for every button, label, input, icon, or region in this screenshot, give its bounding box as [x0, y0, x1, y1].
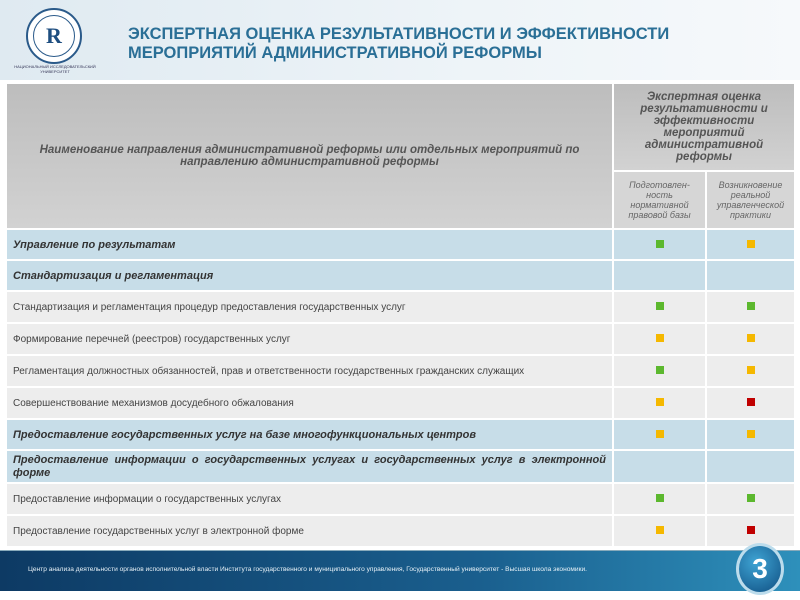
rating-cell-b [707, 230, 794, 259]
rating-square-red [746, 525, 755, 534]
row-label: Предоставление информации о государствен… [7, 484, 612, 514]
rating-cell-b [707, 324, 794, 354]
row-label: Стандартизация и регламентация процедур … [7, 292, 612, 322]
evaluation-table: Наименование направления административно… [5, 82, 796, 548]
logo-subtitle: НАЦИОНАЛЬНЫЙ ИССЛЕДОВАТЕЛЬСКИЙ УНИВЕРСИТ… [14, 64, 96, 74]
rating-cell-a [614, 261, 705, 290]
table-row: Предоставление государственных услуг на … [7, 420, 794, 449]
row-label: Стандартизация и регламентация [7, 261, 612, 290]
table-row: Стандартизация и регламентация [7, 261, 794, 290]
rating-cell-a [614, 230, 705, 259]
rating-cell-b [707, 420, 794, 449]
rating-cell-b [707, 292, 794, 322]
footer-text: Центр анализа деятельности органов испол… [28, 566, 587, 573]
row-label: Управление по результатам [7, 230, 612, 259]
table-row: Предоставление государственных услуг в э… [7, 516, 794, 546]
rating-cell-b [707, 356, 794, 386]
table-row: Формирование перечней (реестров) государ… [7, 324, 794, 354]
page-title: ЭКСПЕРТНАЯ ОЦЕНКА РЕЗУЛЬТАТИВНОСТИ И ЭФФ… [128, 25, 670, 62]
hse-logo: R [26, 8, 82, 64]
rating-square-green [655, 365, 664, 374]
rating-square-red [746, 397, 755, 406]
page-number: 3 [736, 543, 784, 595]
rating-square-green [655, 493, 664, 502]
rating-cell-a [614, 451, 705, 482]
rating-cell-b [707, 516, 794, 546]
table-row: Управление по результатам [7, 230, 794, 259]
rating-cell-b [707, 388, 794, 418]
header-band: R НАЦИОНАЛЬНЫЙ ИССЛЕДОВАТЕЛЬСКИЙ УНИВЕРС… [0, 0, 800, 80]
row-label: Предоставление информации о государствен… [7, 451, 612, 482]
footer-bar: Центр анализа деятельности органов испол… [0, 550, 800, 591]
rating-square-orange [746, 333, 755, 342]
rating-square-orange [746, 365, 755, 374]
rating-cell-a [614, 356, 705, 386]
row-label: Совершенствование механизмов досудебного… [7, 388, 612, 418]
rating-cell-a [614, 516, 705, 546]
rating-cell-b [707, 261, 794, 290]
rating-square-green [746, 301, 755, 310]
rating-cell-a [614, 388, 705, 418]
table-row: Совершенствование механизмов досудебного… [7, 388, 794, 418]
rating-cell-a [614, 484, 705, 514]
row-label: Предоставление государственных услуг в э… [7, 516, 612, 546]
rating-square-orange [655, 333, 664, 342]
rating-cell-a [614, 292, 705, 322]
rating-square-orange [746, 429, 755, 438]
row-label: Предоставление государственных услуг на … [7, 420, 612, 449]
rating-square-orange [655, 525, 664, 534]
col-header-main: Наименование направления административно… [7, 84, 612, 228]
rating-square-orange [746, 239, 755, 248]
rating-square-green [655, 239, 664, 248]
table-row: Стандартизация и регламентация процедур … [7, 292, 794, 322]
col-header-group: Экспертная оценка результативности и эфф… [614, 84, 794, 170]
table-row: Регламентация должностных обязанностей, … [7, 356, 794, 386]
table-row: Предоставление информации о государствен… [7, 451, 794, 482]
rating-square-green [655, 301, 664, 310]
rating-square-orange [655, 397, 664, 406]
col-header-b: Возникновение реальной управленческой пр… [707, 172, 794, 228]
rating-cell-a [614, 420, 705, 449]
col-header-a: Подготовлен-ность нормативной правовой б… [614, 172, 705, 228]
rating-square-orange [655, 429, 664, 438]
row-label: Формирование перечней (реестров) государ… [7, 324, 612, 354]
table-row: Предоставление информации о государствен… [7, 484, 794, 514]
rating-square-green [746, 493, 755, 502]
row-label: Регламентация должностных обязанностей, … [7, 356, 612, 386]
rating-cell-b [707, 451, 794, 482]
rating-cell-b [707, 484, 794, 514]
rating-cell-a [614, 324, 705, 354]
